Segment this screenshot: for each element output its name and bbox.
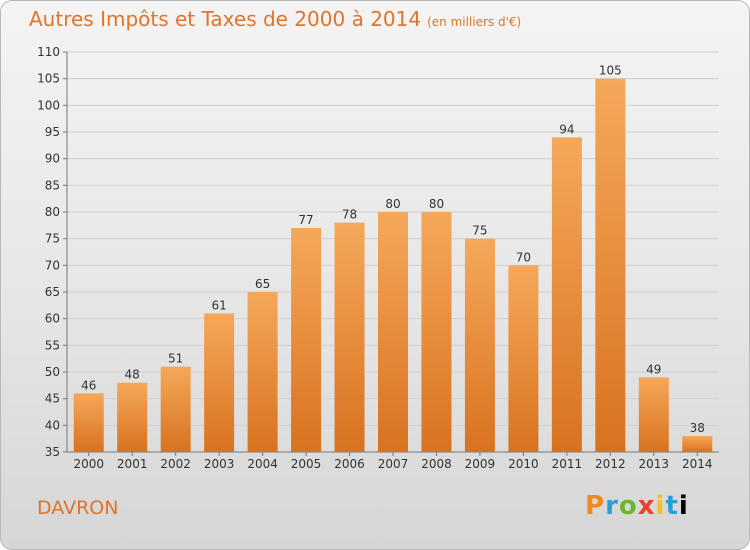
proxiti-logo: Proxiti xyxy=(585,491,689,521)
x-tick-label-2014: 2014 xyxy=(682,457,713,471)
x-tick-label-2008: 2008 xyxy=(421,457,452,471)
y-tick-label: 60 xyxy=(45,312,60,326)
bar-2011 xyxy=(551,137,582,453)
value-label-2007: 80 xyxy=(385,197,400,211)
x-tick-label-2009: 2009 xyxy=(465,457,496,471)
y-tick-label: 45 xyxy=(45,392,60,406)
value-label-2004: 65 xyxy=(255,277,270,291)
chart-title-unit: (en milliers d'€) xyxy=(427,15,522,29)
value-label-2010: 70 xyxy=(516,250,531,264)
x-tick-label-2002: 2002 xyxy=(160,457,191,471)
value-label-2011: 94 xyxy=(559,122,574,136)
x-tick-label-2011: 2011 xyxy=(552,457,583,471)
value-label-2006: 78 xyxy=(342,208,357,222)
x-tick-label-2006: 2006 xyxy=(334,457,365,471)
value-label-2009: 75 xyxy=(472,224,487,238)
value-label-2001: 48 xyxy=(125,368,140,382)
x-tick-label-2010: 2010 xyxy=(508,457,539,471)
y-tick-label: 75 xyxy=(45,232,60,246)
y-tick-label: 55 xyxy=(45,338,60,352)
x-tick-label-2007: 2007 xyxy=(378,457,409,471)
value-label-2002: 51 xyxy=(168,352,183,366)
bar-2002 xyxy=(160,366,191,452)
bar-2007 xyxy=(378,212,408,452)
bar-2010 xyxy=(508,265,539,452)
bar-2008 xyxy=(421,212,452,452)
location-name: DAVRON xyxy=(37,497,119,519)
x-tick-label-2000: 2000 xyxy=(73,457,104,471)
bar-2004 xyxy=(247,292,278,452)
y-tick-label: 50 xyxy=(45,365,60,379)
value-label-2013: 49 xyxy=(646,362,661,376)
y-tick-label: 90 xyxy=(45,152,60,166)
bar-2014 xyxy=(682,436,713,452)
bar-2001 xyxy=(117,382,148,452)
bar-2006 xyxy=(334,222,365,452)
y-tick-label: 85 xyxy=(45,178,60,192)
x-tick-label-2013: 2013 xyxy=(639,457,670,471)
x-tick-label-2012: 2012 xyxy=(595,457,626,471)
value-label-2012: 105 xyxy=(599,64,622,78)
bar-2013 xyxy=(638,377,669,452)
x-tick-label-2003: 2003 xyxy=(204,457,235,471)
bar-2012 xyxy=(595,78,626,453)
y-tick-label: 95 xyxy=(45,125,60,139)
y-tick-label: 110 xyxy=(37,45,60,59)
chart-title: Autres Impôts et Taxes de 2000 à 2014 (en… xyxy=(29,7,521,31)
bar-2009 xyxy=(464,238,495,452)
chart-title-text: Autres Impôts et Taxes de 2000 à 2014 xyxy=(29,7,422,31)
bar-2003 xyxy=(204,313,235,452)
value-label-2003: 61 xyxy=(211,298,226,312)
y-tick-label: 80 xyxy=(45,205,60,219)
y-tick-label: 105 xyxy=(37,72,60,86)
x-tick-label-2005: 2005 xyxy=(291,457,322,471)
value-label-2000: 46 xyxy=(81,378,96,392)
bar-2005 xyxy=(291,228,322,452)
x-tick-label-2001: 2001 xyxy=(117,457,148,471)
bar-2000 xyxy=(73,393,104,452)
x-tick-label-2004: 2004 xyxy=(247,457,278,471)
y-tick-label: 70 xyxy=(45,258,60,272)
y-tick-label: 35 xyxy=(45,445,60,459)
y-tick-label: 40 xyxy=(45,418,60,432)
y-tick-label: 100 xyxy=(37,98,60,112)
y-tick-label: 65 xyxy=(45,285,60,299)
value-label-2005: 77 xyxy=(298,213,313,227)
bars xyxy=(73,78,713,453)
value-label-2014: 38 xyxy=(690,421,705,435)
value-label-2008: 80 xyxy=(429,197,444,211)
labels: 35 40 45 50 55 60 65 70 75 80 85 90 95 100 105 110 46 200… xyxy=(37,45,712,471)
